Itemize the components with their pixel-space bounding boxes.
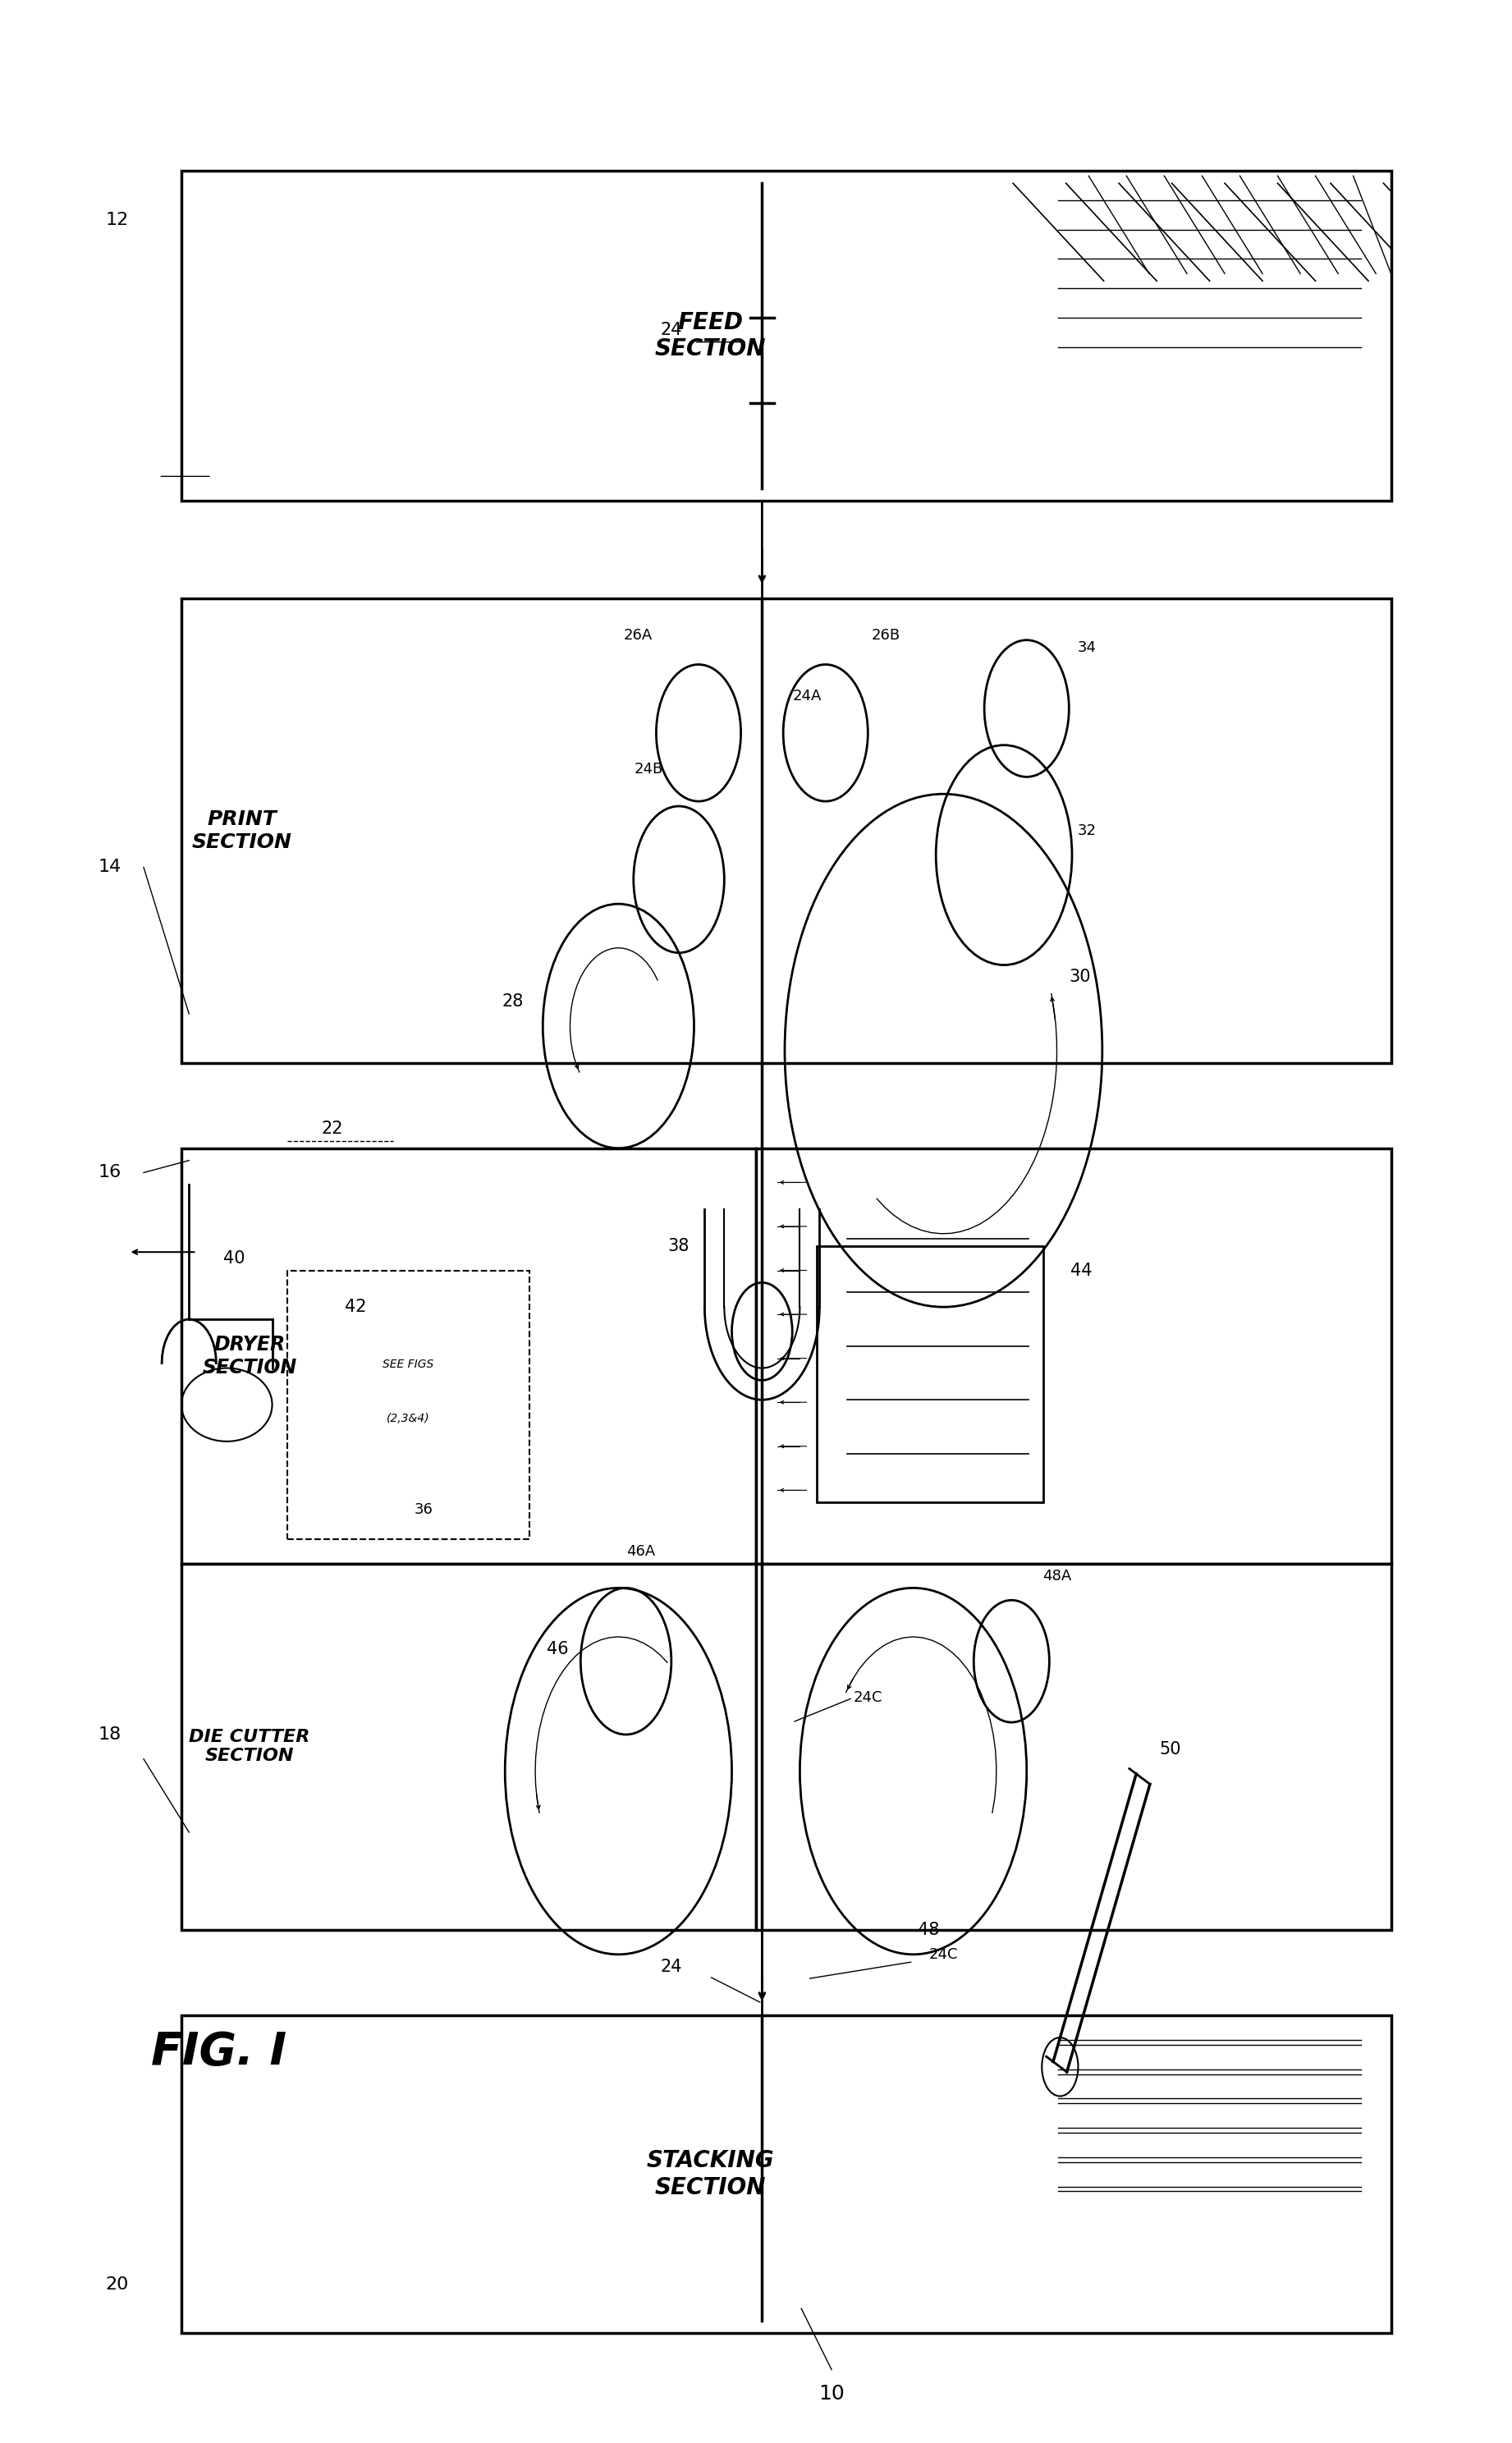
- Text: 24B: 24B: [634, 762, 664, 777]
- Text: 36: 36: [414, 1502, 432, 1517]
- Text: SEE FIGS: SEE FIGS: [383, 1358, 434, 1371]
- Text: DIE CUTTER
SECTION: DIE CUTTER SECTION: [189, 1730, 310, 1764]
- Text: 10: 10: [818, 2384, 845, 2404]
- Text: 42: 42: [345, 1300, 366, 1314]
- Text: 24C: 24C: [928, 1947, 959, 1962]
- Text: FIG. I: FIG. I: [151, 2030, 287, 2074]
- Bar: [181, 171, 1391, 501]
- Text: PRINT
SECTION: PRINT SECTION: [192, 809, 292, 853]
- Text: 24: 24: [661, 322, 682, 337]
- Text: 46A: 46A: [626, 1544, 656, 1559]
- Text: 24C: 24C: [853, 1691, 883, 1705]
- Bar: [816, 1246, 1043, 1502]
- Text: STACKING
SECTION: STACKING SECTION: [647, 2150, 774, 2199]
- Text: 46: 46: [547, 1642, 569, 1656]
- Bar: [756, 1148, 1391, 1564]
- Text: 20: 20: [106, 2277, 129, 2292]
- Bar: [287, 1270, 529, 1539]
- Bar: [756, 1564, 1391, 1930]
- Text: 48: 48: [918, 1923, 939, 1937]
- Text: 50: 50: [1160, 1742, 1181, 1757]
- Text: FEED
SECTION: FEED SECTION: [655, 310, 767, 362]
- Text: 30: 30: [1069, 970, 1090, 985]
- Text: 28: 28: [502, 994, 523, 1009]
- Text: 24: 24: [661, 1959, 682, 1974]
- Text: 34: 34: [1078, 640, 1096, 655]
- Text: DRYER
SECTION: DRYER SECTION: [203, 1334, 296, 1378]
- Bar: [181, 1148, 756, 1564]
- Text: (2,3&4): (2,3&4): [387, 1412, 429, 1424]
- Text: 26A: 26A: [623, 628, 653, 643]
- Text: 24A: 24A: [792, 689, 823, 704]
- Bar: [181, 1564, 756, 1930]
- Text: 12: 12: [106, 213, 129, 227]
- Text: 22: 22: [322, 1121, 343, 1136]
- Text: 48A: 48A: [1042, 1568, 1072, 1583]
- Text: 44: 44: [1070, 1263, 1092, 1278]
- Text: 16: 16: [98, 1165, 121, 1180]
- Bar: [181, 2015, 1391, 2333]
- Text: 18: 18: [98, 1727, 121, 1742]
- Text: 40: 40: [224, 1251, 245, 1265]
- Text: 14: 14: [98, 860, 121, 875]
- Text: 32: 32: [1078, 823, 1096, 838]
- Bar: [181, 599, 1391, 1063]
- Text: 26B: 26B: [871, 628, 901, 643]
- Text: 38: 38: [668, 1239, 689, 1253]
